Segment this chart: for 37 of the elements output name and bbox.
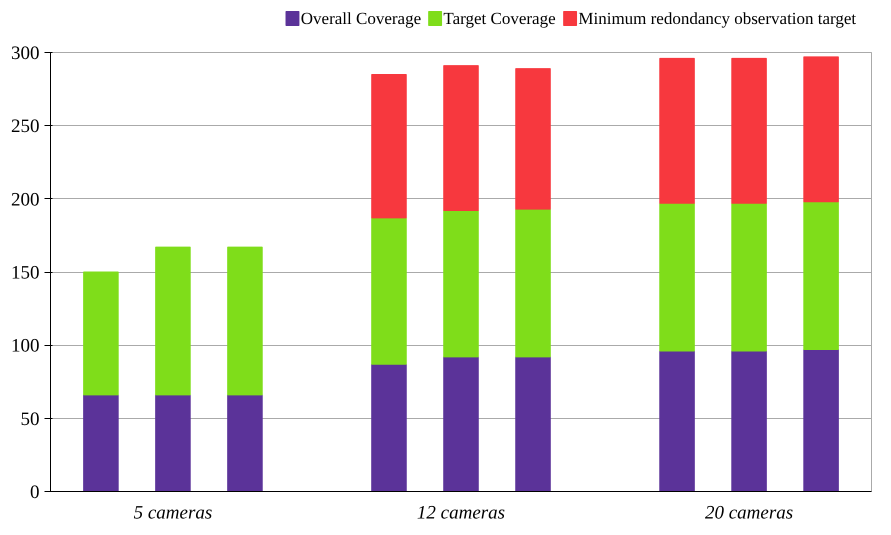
bar: [659, 58, 695, 204]
bar: [155, 394, 191, 492]
legend-label: Target Coverage: [443, 9, 556, 28]
x-tick-label: 12 cameras: [416, 502, 506, 524]
bar: [731, 350, 767, 492]
x-tick-label: 20 cameras: [705, 502, 794, 524]
bar: [659, 202, 695, 352]
bar: [803, 201, 839, 350]
bar: [731, 58, 767, 204]
y-tick-label: 300: [11, 43, 40, 64]
bar: [443, 210, 479, 358]
bar: [515, 68, 551, 210]
legend-label: Overall Coverage: [300, 9, 422, 28]
x-tick-label: 5 cameras: [134, 502, 212, 524]
bar: [371, 74, 407, 218]
bar: [371, 217, 407, 365]
legend-label: Minimum redondancy observation target: [578, 9, 856, 28]
y-tick-label: 100: [11, 336, 40, 357]
bar: [227, 246, 263, 396]
y-tick-label: 150: [11, 262, 40, 284]
bar: [659, 350, 695, 492]
bar: [515, 356, 551, 492]
bar: [227, 394, 263, 492]
y-tick-label: 50: [20, 408, 40, 430]
y-tick-label: 250: [11, 116, 40, 138]
bar: [155, 246, 191, 396]
bar: [83, 272, 119, 396]
bar: [803, 349, 839, 492]
bar: [731, 202, 767, 352]
bar: [803, 56, 839, 202]
bar: [83, 394, 119, 492]
y-tick-label: 200: [11, 189, 40, 210]
bar: [515, 208, 551, 358]
bar: [371, 364, 407, 492]
y-tick-label: 0: [30, 482, 40, 503]
bar: [443, 65, 479, 212]
bar: [443, 356, 479, 492]
